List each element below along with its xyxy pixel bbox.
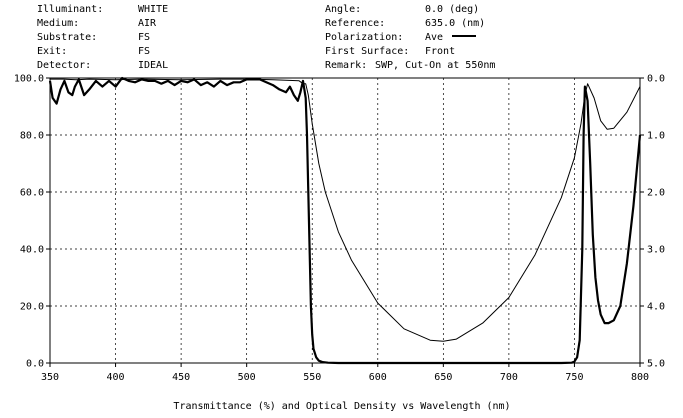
x-tick-label: 450 [172,372,190,383]
header-right-value: Front [425,46,455,57]
grid-lines [50,78,640,363]
y-tick-label: 80.0 [20,131,44,142]
transmittance-curve [48,76,642,365]
y-tick-label: 20.0 [20,302,44,313]
x-axis-ticks: 350 400 450 500 550 600 650 700 750 800 [41,363,649,383]
y-axis-ticks: 0.0 20.0 40.0 60.0 80.0 100.0 [14,74,50,370]
header-left-label: Detector: [37,60,91,71]
header-left-value: FS [138,32,150,43]
x-tick-label: 400 [107,372,125,383]
header-right-label: Angle: [325,4,361,15]
header-left-label: Exit: [37,46,67,57]
y2-tick-label: 3.0 [647,245,665,256]
y-tick-label: 0.0 [26,359,44,370]
y2-tick-label: 5.0 [647,359,665,370]
header-left-value: IDEAL [138,60,168,71]
optical-density-curve [50,78,641,342]
header-left: Illuminant: WHITE Medium: AIR Substrate:… [37,4,168,71]
y-tick-label: 40.0 [20,245,44,256]
y2-tick-label: 1.0 [647,131,665,142]
header-left-value: FS [138,46,150,57]
header-right-value: 635.0 (nm) [425,18,485,29]
x-tick-label: 650 [434,372,452,383]
header-left-label: Medium: [37,18,79,29]
series-lines [48,76,642,365]
header-left-label: Illuminant: [37,4,103,15]
y2-axis-ticks: 0.0 1.0 2.0 3.0 4.0 5.0 [640,74,665,370]
header-right: Angle: 0.0 (deg) Reference: 635.0 (nm) P… [325,4,495,71]
x-tick-label: 800 [631,372,649,383]
y2-tick-label: 0.0 [647,74,665,85]
x-tick-label: 750 [565,372,583,383]
header-right-label: Remark: [325,60,367,71]
x-axis-label: Transmittance (%) and Optical Density vs… [173,401,510,412]
x-tick-label: 600 [369,372,387,383]
header-left-value: WHITE [138,4,168,15]
x-tick-label: 550 [303,372,321,383]
y-tick-label: 100.0 [14,74,44,85]
x-tick-label: 350 [41,372,59,383]
plot-frame [49,77,641,364]
header-right-value: Ave [425,32,443,43]
header-right-value: SWP, Cut-On at 550nm [375,60,495,71]
header-left-value: AIR [138,18,157,29]
x-tick-label: 500 [238,372,256,383]
header-right-label: First Surface: [325,46,409,57]
x-tick-label: 700 [500,372,518,383]
y-tick-label: 60.0 [20,188,44,199]
header-left-label: Substrate: [37,32,97,43]
y2-tick-label: 2.0 [647,188,665,199]
header-right-label: Reference: [325,18,385,29]
y2-tick-label: 4.0 [647,302,665,313]
header-right-value: 0.0 (deg) [425,4,479,15]
header-right-label: Polarization: [325,32,403,43]
